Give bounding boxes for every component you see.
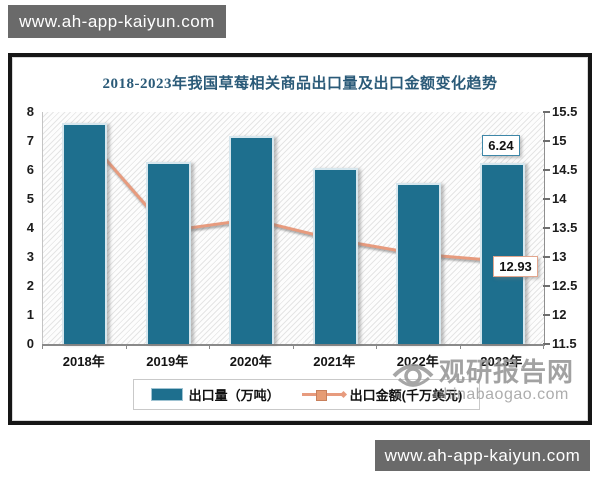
watermark: 观研报告网 chinabaogao.com [391,350,591,410]
top-url-text: www.ah-app-kaiyun.com [19,11,215,31]
x-axis-tick-mark [460,344,461,349]
left-axis-tick-4: 4 [26,220,34,235]
left-axis-tick-7: 7 [26,133,34,148]
x-axis-label-2020年: 2020年 [229,354,272,369]
x-axis-tick-mark [543,344,544,349]
line-series-swatch [301,389,347,401]
right-axis-tick-13: 13 [552,249,567,264]
right-axis-tick-13.5: 13.5 [552,220,578,235]
bar-2022年 [396,183,442,344]
left-axis-tick-1: 1 [26,307,34,322]
right-axis-tick-mark [543,314,550,316]
bar-2021年 [312,167,358,344]
x-axis-tick-mark [209,344,210,349]
bar-2019年 [145,161,191,344]
data-label-line-2023: 12.93 [493,256,538,278]
left-y-axis: 8 7 6 5 4 3 2 1 0 [6,104,34,351]
right-axis-tick-mark [543,227,550,229]
bar-2023年 [479,163,525,344]
bottom-url-text: www.ah-app-kaiyun.com [384,445,581,465]
x-axis-label-2019年: 2019年 [146,354,189,369]
legend-label-export-volume: 出口量（万吨） [188,388,280,403]
right-axis-tick-mark [543,140,550,142]
right-axis-tick-mark [543,343,550,345]
x-axis-tick-mark [42,344,43,349]
bar-series-swatch [150,388,183,401]
right-axis-tick-14: 14 [552,191,567,206]
left-axis-tick-6: 6 [26,162,34,177]
line-series [79,129,508,267]
eye-logo-icon [392,364,434,387]
right-y-axis: 15.5 15 14.5 14 13.5 13 12.5 12 11.5 [543,104,595,351]
right-axis-tick-mark [543,256,550,258]
x-axis-label-2021年: 2021年 [313,354,356,369]
top-url-badge: www.ah-app-kaiyun.com [8,5,226,38]
right-axis-tick-mark [543,198,550,200]
x-axis-label-2023年: 2023年 [480,354,523,369]
x-axis-tick-mark [376,344,377,349]
left-axis-tick-2: 2 [26,278,34,293]
legend-label-export-value: 出口金额(千万美元) [349,388,463,403]
x-axis-label-2018年: 2018年 [62,354,105,369]
right-axis-tick-mark [543,169,550,171]
legend-item-export-value: 出口金额(千万美元) [301,385,463,404]
category-boundary-ticks [42,344,544,350]
watermark-site-url: chinabaogao.com [435,386,569,403]
left-axis-tick-0: 0 [26,336,34,351]
x-axis-tick-mark [293,344,294,349]
bottom-url-badge: www.ah-app-kaiyun.com [375,440,590,471]
left-axis-tick-8: 8 [26,104,34,119]
watermark-site-name: 观研报告网 [439,357,575,387]
right-axis-tick-12: 12 [552,307,567,322]
right-axis-tick-15.5: 15.5 [552,104,578,119]
right-axis-tick-15: 15 [552,133,567,148]
left-axis-tick-5: 5 [26,191,34,206]
left-axis-tick-3: 3 [26,249,34,264]
bar-2018年 [62,123,108,344]
bar-2020年 [229,136,275,344]
data-label-bar-2023: 6.24 [482,135,520,157]
chart-title: 2018-2023年我国草莓相关商品出口量及出口金额变化趋势 [102,76,498,92]
right-axis-tick-mark [543,285,550,287]
right-axis-tick-14.5: 14.5 [552,162,578,177]
legend-item-export-volume: 出口量（万吨） [150,385,280,404]
right-axis-tick-12.5: 12.5 [552,278,578,293]
plot-area [42,112,545,346]
x-axis-tick-mark [126,344,127,349]
right-axis-tick-11.5: 11.5 [552,336,577,351]
right-axis-tick-mark [543,111,550,113]
